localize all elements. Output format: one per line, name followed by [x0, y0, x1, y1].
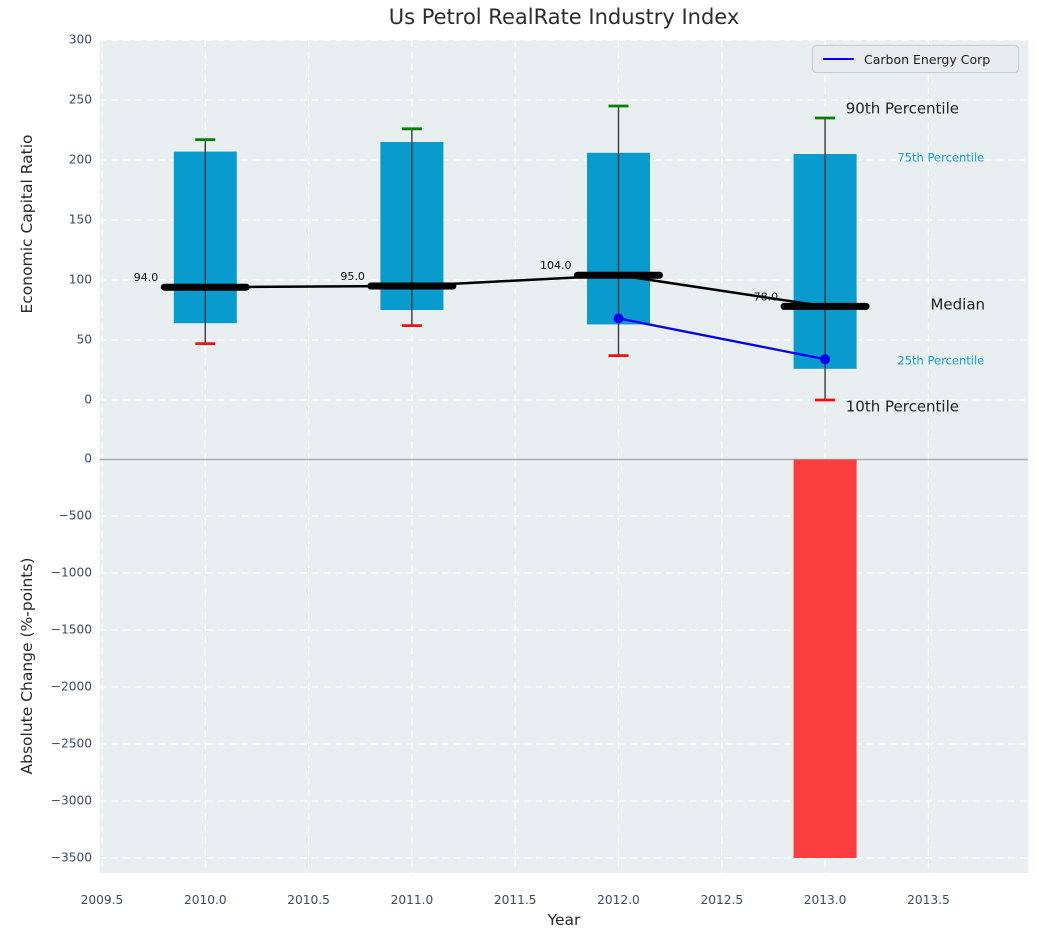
- y-tick-top: 50: [76, 333, 92, 347]
- y-tick-top: 100: [69, 273, 92, 287]
- y-tick-bottom: −2000: [51, 680, 92, 694]
- annotation: 90th Percentile: [846, 100, 959, 118]
- y-tick-bottom: 0: [84, 452, 92, 466]
- median-value-label: 78.0: [754, 290, 779, 303]
- legend-line-sample: [823, 57, 854, 61]
- y-tick-top: 200: [69, 153, 92, 167]
- y-tick-bottom: −1000: [51, 566, 92, 580]
- y-axis-label-top: Economic Capital Ratio: [18, 134, 36, 314]
- median-value-label: 94.0: [134, 271, 159, 284]
- y-tick-bottom: −2500: [51, 737, 92, 751]
- y-tick-top: 250: [69, 93, 92, 107]
- annotation: 25th Percentile: [897, 354, 984, 368]
- annotation: 75th Percentile: [897, 151, 984, 165]
- median-value-label: 104.0: [540, 259, 572, 272]
- x-tick: 2012.0: [597, 893, 640, 907]
- median-value-label: 95.0: [340, 270, 365, 283]
- legend-label: Carbon Energy Corp: [864, 51, 991, 67]
- x-tick: 2012.5: [700, 893, 743, 907]
- bottom-panel-background: [99, 459, 1028, 873]
- median-line: [205, 273, 826, 308]
- x-tick: 2011.0: [391, 893, 434, 907]
- annotation: Median: [930, 296, 985, 314]
- x-tick: 2013.5: [907, 893, 950, 907]
- x-tick: 2010.5: [287, 893, 330, 907]
- x-tick: 2009.5: [81, 893, 124, 907]
- y-tick-top: 150: [69, 213, 92, 227]
- x-tick: 2010.0: [184, 893, 227, 907]
- company-point: [613, 313, 624, 324]
- y-tick-bottom: −3500: [51, 851, 92, 865]
- company-point: [820, 354, 831, 365]
- y-tick-top: 300: [69, 33, 92, 47]
- y-axis-label-bottom: Absolute Change (%-points): [18, 557, 36, 775]
- annotation: 10th Percentile: [846, 398, 959, 416]
- legend: Carbon Energy Corp: [812, 45, 1019, 73]
- x-axis-label: Year: [547, 911, 581, 929]
- x-tick: 2013.0: [804, 893, 847, 907]
- x-tick: 2011.5: [494, 893, 537, 907]
- y-tick-bottom: −1500: [51, 623, 92, 637]
- y-tick-top: 0: [84, 393, 92, 407]
- company-line: [618, 317, 826, 361]
- y-tick-bottom: −3000: [51, 794, 92, 808]
- change-bar: [793, 459, 857, 858]
- top-panel-background: [99, 40, 1028, 459]
- y-tick-bottom: −500: [59, 509, 92, 523]
- chart-title: Us Petrol RealRate Industry Index: [388, 5, 740, 29]
